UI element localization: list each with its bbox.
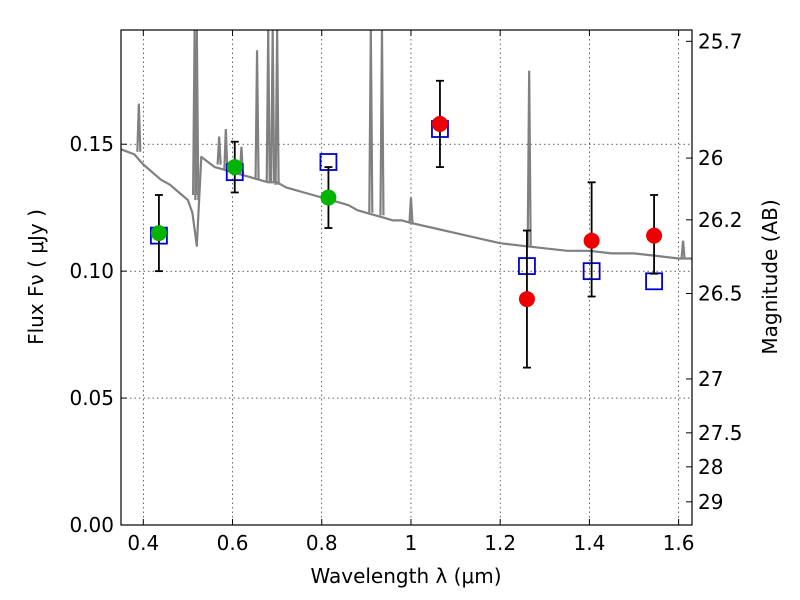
x-axis-label: Wavelength λ (μm) — [310, 564, 501, 588]
emission-line-spike — [194, 30, 200, 201]
x-tick-label: 0.6 — [217, 531, 249, 555]
y-tick-label: 0.10 — [69, 259, 114, 283]
x-tick-label: 0.8 — [306, 531, 338, 555]
right-tick-label: 27 — [698, 367, 723, 391]
emission-line-spike — [526, 70, 532, 246]
right-tick-label: 27.5 — [698, 421, 743, 445]
emission-line-spike — [379, 30, 385, 216]
plot-frame — [120, 29, 693, 526]
y-tick-label: 0.00 — [69, 513, 114, 537]
emission-line-spike — [254, 50, 260, 180]
emission-line-spike — [223, 128, 229, 170]
right-tick-label: 26.5 — [698, 281, 743, 305]
emission-line-spike — [136, 103, 142, 152]
y-tick-label: 0.15 — [69, 132, 114, 156]
observed-data-point — [583, 232, 600, 249]
y-axis-label-right: Magnitude (AB) — [758, 199, 782, 354]
observed-data-point — [518, 291, 535, 308]
y-axis-right: 25.7 26 26.2 26.5 27 27.5 28 29 — [686, 29, 743, 514]
model-photometry-square — [645, 272, 663, 291]
y-tick-label: 0.05 — [69, 386, 114, 410]
emission-line-spike — [265, 30, 271, 183]
grid-lines — [121, 30, 692, 525]
right-tick-label: 26.2 — [698, 208, 743, 232]
emission-line-spike — [270, 30, 276, 183]
emission-line-spike — [368, 30, 374, 213]
x-tick-label: 1.6 — [663, 531, 695, 555]
observed-data-point — [431, 115, 448, 132]
x-tick-label: 1 — [405, 531, 418, 555]
emission-line-spike — [274, 30, 280, 185]
x-tick-label: 1.2 — [484, 531, 516, 555]
observed-data-point — [226, 159, 243, 176]
x-tick-label: 1.4 — [573, 531, 605, 555]
observed-data-point — [646, 227, 663, 244]
model-spectrum-line — [121, 148, 692, 260]
right-tick-label: 29 — [698, 490, 723, 514]
y-axis-left: 0.00 0.05 0.10 0.15 — [69, 132, 127, 537]
right-tick-label: 26 — [698, 146, 723, 170]
right-tick-label: 25.7 — [698, 29, 743, 53]
y-axis-label-left: Flux Fν ( μJy ) — [24, 209, 48, 345]
observed-data-point — [150, 225, 167, 242]
x-axis: 0.4 0.6 0.8 1 1.2 1.4 1.6 — [127, 30, 695, 555]
x-tick-label: 0.4 — [127, 531, 159, 555]
emission-line-spike — [680, 240, 686, 259]
emission-line-spike — [408, 197, 414, 223]
observed-data-point — [320, 189, 337, 206]
emission-line-spike — [216, 136, 222, 165]
right-tick-label: 28 — [698, 455, 723, 479]
plot-area — [121, 30, 692, 369]
